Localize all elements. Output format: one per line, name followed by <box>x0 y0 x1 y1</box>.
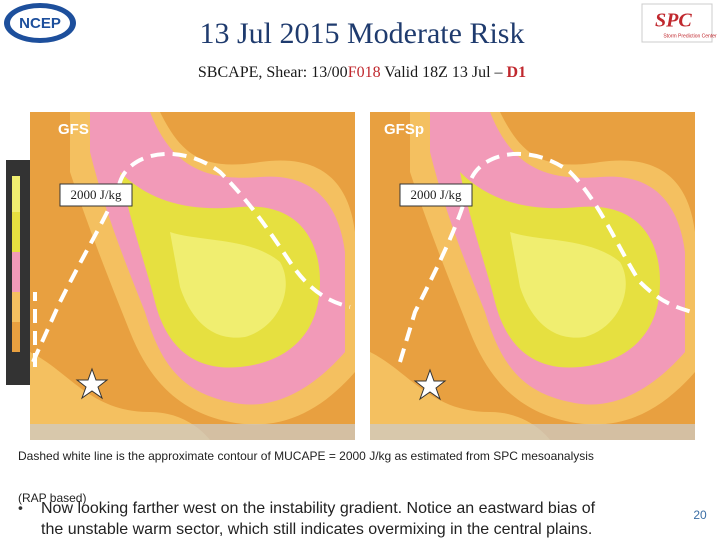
spc-logo <box>641 3 713 43</box>
bullet-text: the unstable warm sector, which still in… <box>41 521 592 538</box>
subtitle-part: SBCAPE, Shear: 13/00 <box>198 64 348 81</box>
subtitle-part: Valid 18Z 13 Jul – <box>381 64 507 81</box>
spc-mark: SPC <box>655 10 692 32</box>
ncep-text: NCEP <box>19 15 61 32</box>
map-panel: GFS 2000 J/kg <box>30 112 355 440</box>
caption: Dashed white line is the approximate con… <box>18 449 594 463</box>
page-number: 20 <box>693 508 707 522</box>
contour-label: 2000 J/kg <box>411 187 462 202</box>
contour-label-box <box>399 183 473 207</box>
subtitle-part: F018 <box>348 64 381 81</box>
colorbar-segment <box>12 212 20 252</box>
bullet-text: Now looking farther west on the instabil… <box>41 500 596 517</box>
bullet-marker: • <box>18 500 23 516</box>
ncep-logo-inner <box>10 8 70 38</box>
colorbar-segment <box>12 252 20 292</box>
colorbar-segment <box>12 322 20 352</box>
map-panel: GFSp 2000 J/kg <box>370 112 695 440</box>
caption-box <box>14 444 694 492</box>
colorbar-segment <box>12 292 20 322</box>
colorbar-segment <box>12 176 20 212</box>
panel-label: GFS <box>58 121 89 138</box>
subtitle: SBCAPE, Shear: 13/00F018 Valid 18Z 13 Ju… <box>198 64 526 81</box>
slide-title: 13 Jul 2015 Moderate Risk <box>200 17 525 50</box>
spc-text: Storm Prediction Center <box>663 33 717 39</box>
contour-label-box <box>59 183 133 207</box>
panel-label: GFSp <box>384 121 424 138</box>
subtitle-part: D1 <box>507 64 527 81</box>
caption: (RAP based) <box>18 491 86 505</box>
contour-label: 2000 J/kg <box>71 187 122 202</box>
